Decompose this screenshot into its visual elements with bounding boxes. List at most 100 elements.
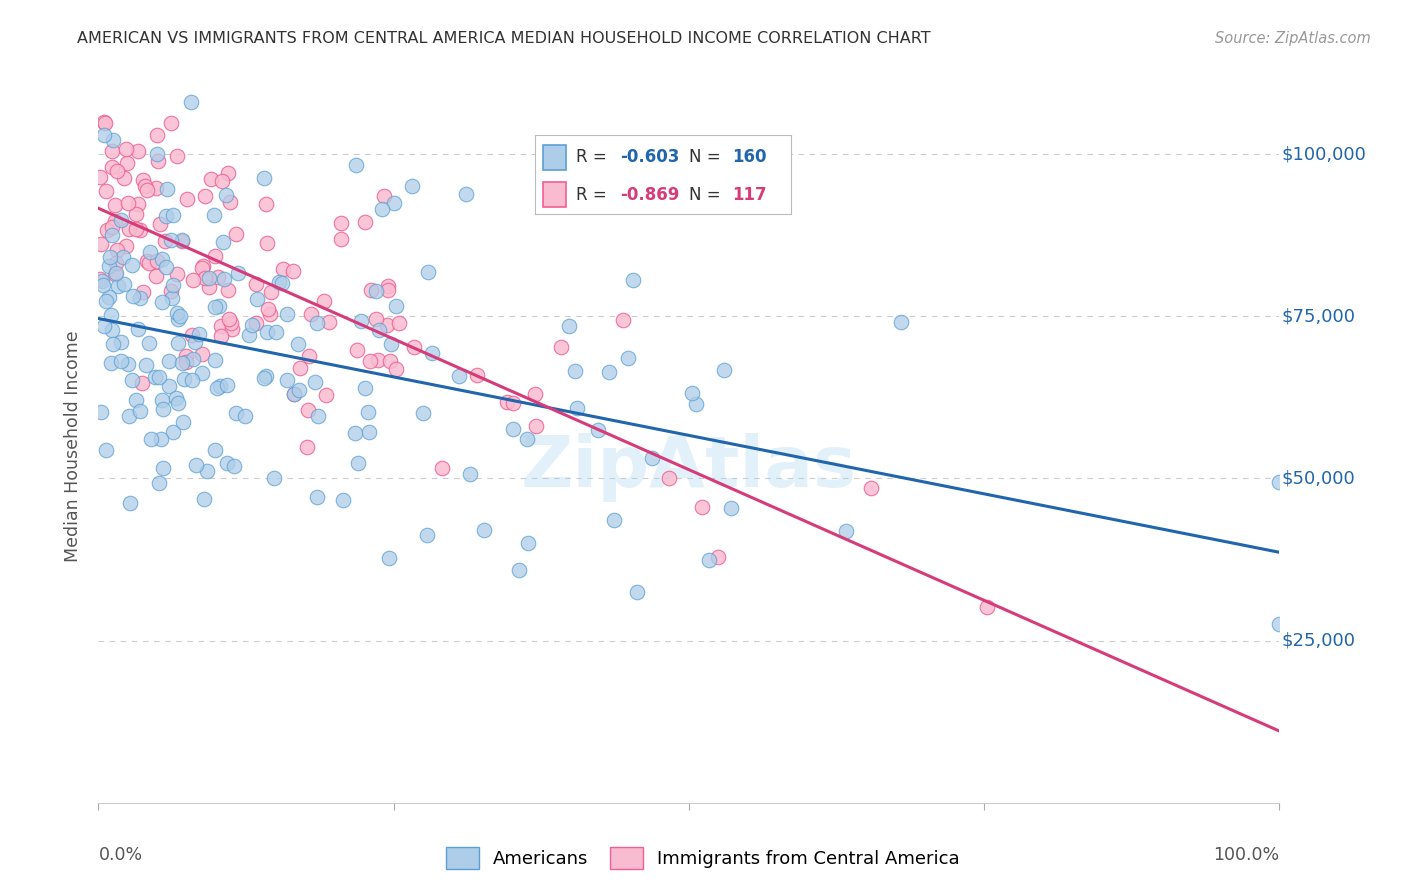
Point [98,260,121,274]
Point [135,359,157,373]
Point [101,133,124,147]
Point [377,278,399,293]
Point [150,392,173,407]
Point [181,328,204,343]
Point [690,500,713,515]
Point [238,327,260,342]
Point [135,253,157,268]
Point [256,325,278,339]
Point [104,214,127,228]
Point [222,458,245,473]
Point [385,299,408,313]
Point [524,418,547,433]
Point [314,293,336,308]
Point [233,409,256,423]
Point [207,270,229,285]
Point [516,432,538,446]
Point [160,116,183,130]
Point [200,172,222,186]
Text: N =: N = [689,186,725,203]
Point [90,274,112,288]
Point [658,471,681,485]
Point [212,235,235,249]
Point [713,363,735,377]
Point [346,343,368,357]
Point [357,405,380,419]
Point [298,349,321,363]
Point [194,189,217,203]
Point [221,322,243,336]
Point [131,376,153,391]
Text: R =: R = [576,186,612,203]
Point [162,425,184,439]
Point [112,277,135,292]
Point [612,313,634,327]
Point [194,271,217,285]
Point [315,387,337,401]
Point [359,353,381,368]
Point [330,232,353,246]
Point [207,299,229,313]
Point [100,356,122,370]
Point [172,233,194,247]
Point [104,198,127,212]
Point [215,378,238,392]
Point [219,317,242,331]
Point [152,461,174,475]
Point [111,251,134,265]
Point [202,208,225,222]
Point [254,197,277,211]
Point [890,315,912,329]
Point [112,170,135,185]
Point [616,351,638,365]
Point [253,170,276,185]
Point [350,313,373,327]
Point [191,260,214,275]
Point [276,373,298,387]
Legend: Americans, Immigrants from Central America: Americans, Immigrants from Central Ameri… [439,839,967,876]
Point [364,312,387,326]
Point [96,184,118,198]
Text: 0.0%: 0.0% [98,846,142,863]
Point [550,340,572,354]
Point [170,356,193,370]
Point [626,584,648,599]
Point [344,158,367,172]
Point [150,252,173,266]
Point [94,116,117,130]
Point [180,373,202,387]
Point [586,423,609,437]
Point [146,128,169,142]
Point [299,307,322,321]
Point [859,482,882,496]
Point [218,312,240,326]
Point [132,173,155,187]
Point [148,370,170,384]
Point [215,187,238,202]
Point [456,187,478,202]
Point [245,277,267,292]
Point [219,195,242,210]
Point [134,179,156,194]
Point [125,207,148,221]
Point [288,384,311,398]
Point [96,223,118,237]
Point [354,215,377,229]
Point [122,289,145,303]
Point [90,237,112,252]
Point [128,291,150,305]
Point [184,458,207,473]
Point [120,496,142,510]
Text: AMERICAN VS IMMIGRANTS FROM CENTRAL AMERICA MEDIAN HOUSEHOLD INCOME CORRELATION : AMERICAN VS IMMIGRANTS FROM CENTRAL AMER… [77,31,931,46]
Point [297,403,319,417]
Point [377,283,399,297]
Point [94,443,117,458]
Point [641,450,664,465]
Point [472,523,495,537]
Point [256,236,278,251]
Text: $100,000: $100,000 [1282,145,1367,163]
Point [373,188,395,202]
Point [270,277,292,291]
Point [401,179,423,194]
Point [305,490,328,504]
